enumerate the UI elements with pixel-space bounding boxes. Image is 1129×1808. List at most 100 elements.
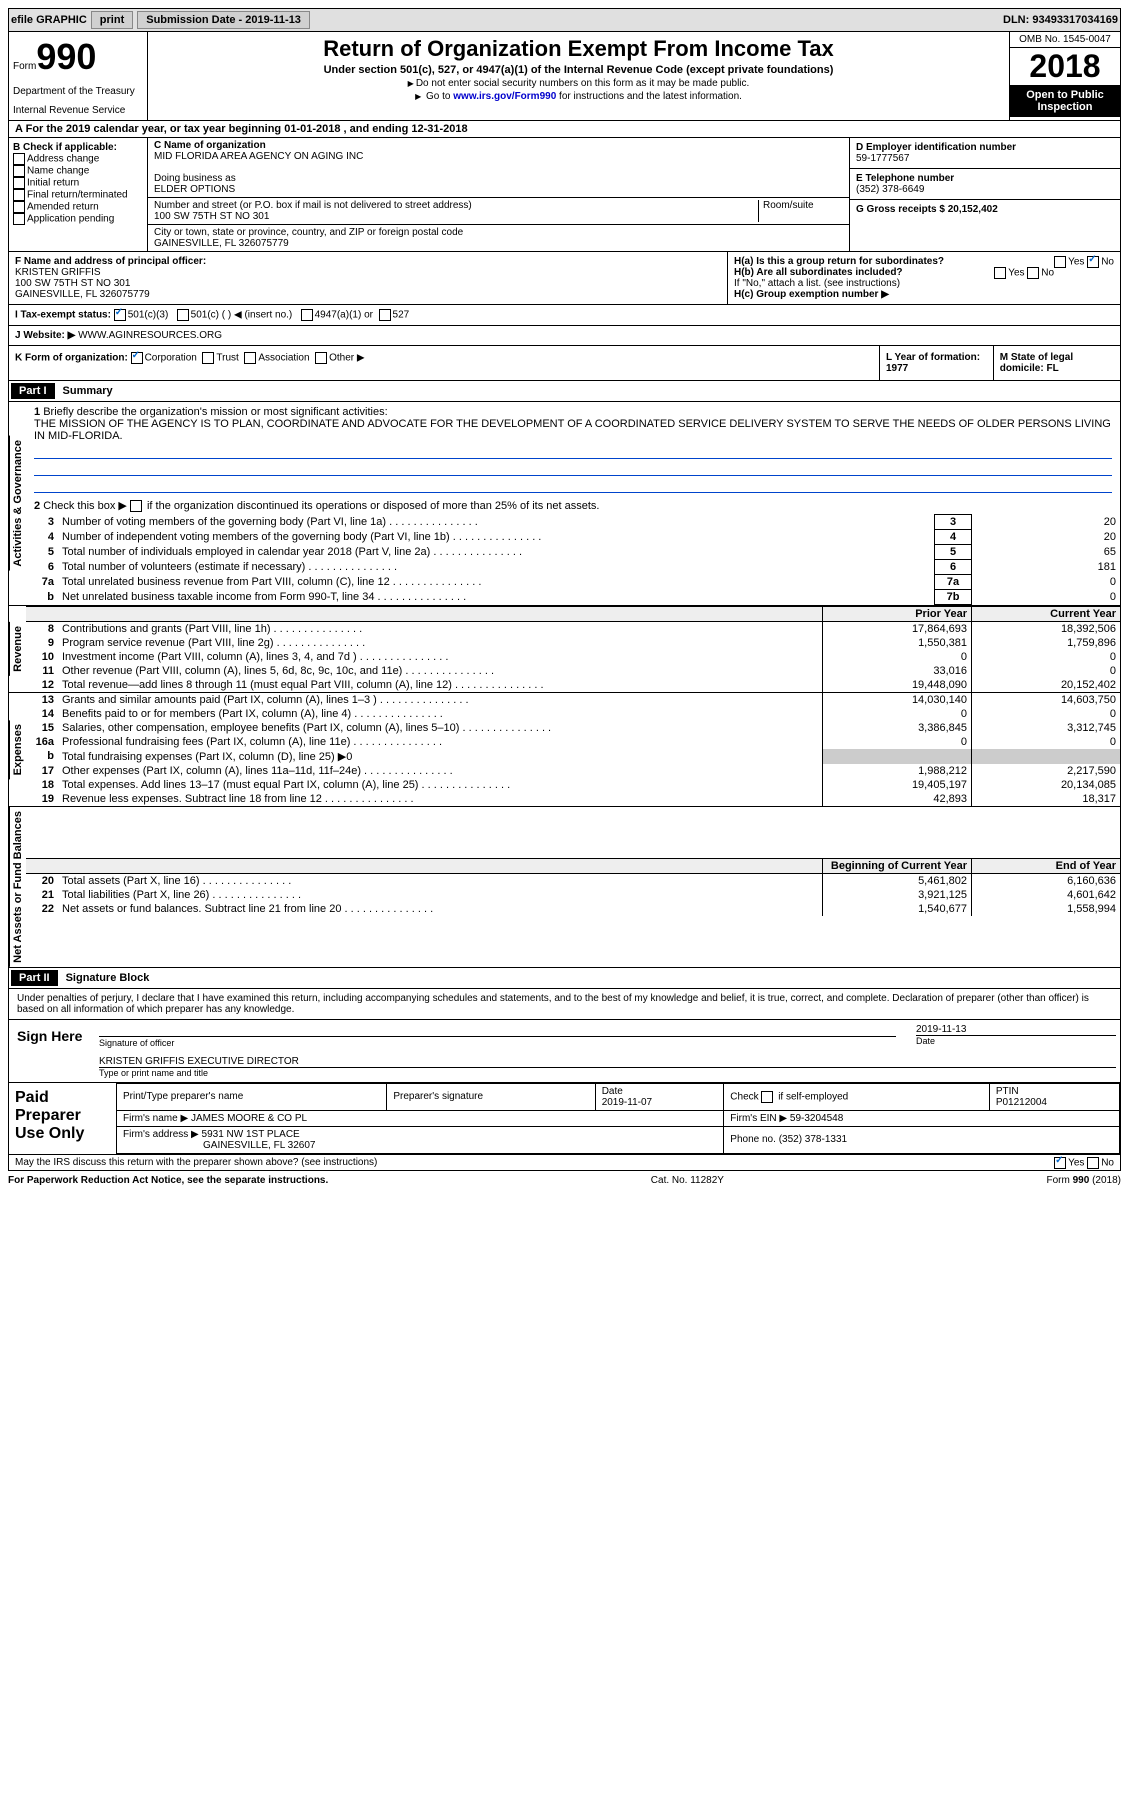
discuss-row: May the IRS discuss this return with the… <box>9 1154 1120 1170</box>
form-header: Form990 Department of the Treasury Inter… <box>8 32 1121 121</box>
part2-tag: Part II <box>11 970 58 986</box>
note2-post: for instructions and the latest informat… <box>556 91 742 102</box>
netassets-section: Net Assets or Fund Balances Beginning of… <box>8 807 1121 968</box>
other-checkbox[interactable] <box>315 352 327 364</box>
cat-no: Cat. No. 11282Y <box>651 1175 724 1186</box>
efile-label: efile GRAPHIC <box>11 14 87 26</box>
phone-value: (352) 378-6649 <box>856 184 1114 195</box>
net-table: Beginning of Current YearEnd of Year20To… <box>26 858 1120 916</box>
preparer-table: Print/Type preparer's name Preparer's si… <box>116 1083 1120 1154</box>
governance-section: Activities & Governance 1 Briefly descri… <box>8 402 1121 606</box>
tax-year: 2018 <box>1010 48 1120 85</box>
form-word: Form <box>13 61 36 72</box>
line2-checkbox[interactable] <box>130 500 142 512</box>
pra-notice: For Paperwork Reduction Act Notice, see … <box>8 1175 328 1186</box>
right-column: D Employer identification number 59-1777… <box>849 138 1120 251</box>
assoc-checkbox[interactable] <box>244 352 256 364</box>
row-j-website: J Website: ▶ WWW.AGINRESOURCES.ORG <box>8 326 1121 346</box>
f-label: F Name and address of principal officer: <box>15 256 721 267</box>
ha-yes-checkbox[interactable] <box>1054 256 1066 268</box>
discuss-yes-checkbox[interactable] <box>1054 1157 1066 1169</box>
e-label: E Telephone number <box>856 173 1114 184</box>
exp-table: 13Grants and similar amounts paid (Part … <box>26 693 1120 806</box>
expenses-section: Expenses 13Grants and similar amounts pa… <box>8 693 1121 807</box>
hb-note: If "No," attach a list. (see instruction… <box>734 278 1114 289</box>
g-gross-receipts: G Gross receipts $ 20,152,402 <box>850 200 1120 219</box>
sign-here-label: Sign Here <box>9 1020 95 1082</box>
print-button[interactable]: print <box>91 11 133 29</box>
omb-number: OMB No. 1545-0047 <box>1010 32 1120 48</box>
row-a-period: A For the 2019 calendar year, or tax yea… <box>8 121 1121 138</box>
officer-addr: 100 SW 75TH ST NO 301 <box>15 278 721 289</box>
form-subtitle: Under section 501(c), 527, or 4947(a)(1)… <box>152 64 1005 76</box>
dba-label: Doing business as <box>154 173 843 184</box>
title-box: Return of Organization Exempt From Incom… <box>148 32 1009 120</box>
hb-yes-checkbox[interactable] <box>994 267 1006 279</box>
perjury-declaration: Under penalties of perjury, I declare th… <box>9 989 1120 1019</box>
section-k: K Form of organization: Corporation Trus… <box>9 346 879 380</box>
inspection-badge: Open to Public Inspection <box>1010 85 1120 117</box>
org-name: MID FLORIDA AREA AGENCY ON AGING INC <box>154 151 843 162</box>
section-h: H(a) Is this a group return for subordin… <box>727 252 1120 304</box>
section-c: C Name of organization MID FLORIDA AREA … <box>148 138 849 251</box>
corp-checkbox[interactable] <box>131 352 143 364</box>
section-f: F Name and address of principal officer:… <box>9 252 727 304</box>
sig-date-label: Date <box>916 1035 1116 1046</box>
note2-pre: Go to <box>426 91 453 102</box>
sig-officer-label: Signature of officer <box>99 1038 896 1048</box>
sig-date-value: 2019-11-13 <box>916 1024 1116 1035</box>
final-return-checkbox[interactable] <box>13 189 25 201</box>
line2: Check this box ▶ if the organization dis… <box>43 500 599 512</box>
hb-no-checkbox[interactable] <box>1027 267 1039 279</box>
submission-date-button[interactable]: Submission Date - 2019-11-13 <box>137 11 310 29</box>
paid-preparer-label: Paid Preparer Use Only <box>9 1083 116 1154</box>
row-i-tax-status: I Tax-exempt status: 501(c)(3) 501(c) ( … <box>8 305 1121 326</box>
rev-label: Revenue <box>9 622 26 676</box>
app-pending-checkbox[interactable] <box>13 213 25 225</box>
name-change-checkbox[interactable] <box>13 165 25 177</box>
officer-name: KRISTEN GRIFFIS <box>15 267 721 278</box>
dba-value: ELDER OPTIONS <box>154 184 843 195</box>
top-toolbar: efile GRAPHIC print Submission Date - 20… <box>8 8 1121 32</box>
form-number-box: Form990 Department of the Treasury Inter… <box>9 32 148 120</box>
signature-block: Under penalties of perjury, I declare th… <box>8 989 1121 1171</box>
section-l: L Year of formation: 1977 <box>880 346 994 380</box>
street-addr: 100 SW 75TH ST NO 301 <box>154 211 758 222</box>
dept-treasury: Department of the Treasury <box>13 86 143 97</box>
b-label: B Check if applicable: <box>13 142 143 153</box>
info-grid: B Check if applicable: Address change Na… <box>8 138 1121 252</box>
year-box: OMB No. 1545-0047 2018 Open to Public In… <box>1009 32 1120 120</box>
page-footer: For Paperwork Reduction Act Notice, see … <box>8 1175 1121 1186</box>
revenue-section: Revenue Prior YearCurrent Year8Contribut… <box>8 606 1121 693</box>
addr-change-checkbox[interactable] <box>13 153 25 165</box>
addr-label: Number and street (or P.O. box if mail i… <box>154 200 758 211</box>
ein-value: 59-1777567 <box>856 153 1114 164</box>
501c3-checkbox[interactable] <box>114 309 126 321</box>
section-m: M State of legal domicile: FL <box>994 346 1120 380</box>
initial-return-checkbox[interactable] <box>13 177 25 189</box>
officer-name-title: KRISTEN GRIFFIS EXECUTIVE DIRECTOR <box>99 1056 1116 1067</box>
hc-label: H(c) Group exemption number ▶ <box>734 289 1114 300</box>
officer-city: GAINESVILLE, FL 326075779 <box>15 289 721 300</box>
irs-link[interactable]: www.irs.gov/Form990 <box>453 91 556 102</box>
d-label: D Employer identification number <box>856 142 1114 153</box>
amended-checkbox[interactable] <box>13 201 25 213</box>
self-employed-checkbox[interactable] <box>761 1091 773 1103</box>
4947-checkbox[interactable] <box>301 309 313 321</box>
row-klm: K Form of organization: Corporation Trus… <box>8 346 1121 381</box>
discuss-no-checkbox[interactable] <box>1087 1157 1099 1169</box>
trust-checkbox[interactable] <box>202 352 214 364</box>
part1-title: Summary <box>63 385 113 397</box>
ha-no-checkbox[interactable] <box>1087 256 1099 268</box>
527-checkbox[interactable] <box>379 309 391 321</box>
form-ref: Form 990 (2018) <box>1047 1175 1121 1186</box>
form-title: Return of Organization Exempt From Incom… <box>152 36 1005 62</box>
net-label: Net Assets or Fund Balances <box>9 807 26 967</box>
section-b: B Check if applicable: Address change Na… <box>9 138 148 251</box>
room-suite: Room/suite <box>759 200 843 222</box>
dln-label: DLN: 93493317034169 <box>1003 14 1118 26</box>
mission-text: THE MISSION OF THE AGENCY IS TO PLAN, CO… <box>34 418 1111 442</box>
line1-label: Briefly describe the organization's miss… <box>43 406 387 418</box>
501c-checkbox[interactable] <box>177 309 189 321</box>
row-fgh: F Name and address of principal officer:… <box>8 252 1121 305</box>
